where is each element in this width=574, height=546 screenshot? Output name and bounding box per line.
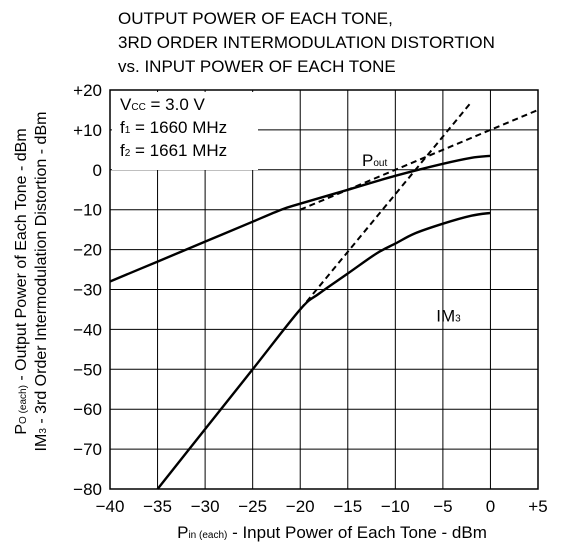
- x-axis-label-text: Pin (each) - Input Power of Each Tone - …: [177, 523, 487, 542]
- y-tick-label: +10: [73, 121, 102, 140]
- plot-frame: [109, 89, 539, 490]
- x-tick-label: 0: [486, 497, 495, 516]
- chart-title: OUTPUT POWER OF EACH TONE, 3RD ORDER INTE…: [118, 9, 495, 76]
- tick-labels: −40 −35 −30 −25 −20 −15 −10 −5 0 +5+20+100−10−20−…: [73, 81, 548, 516]
- condition-text: f2 = 1661 MHz: [120, 141, 227, 160]
- y-tick-label: −50: [73, 360, 102, 379]
- im3-curve: [156, 211, 491, 490]
- y-tick-label: 0: [93, 161, 102, 180]
- chart-title-line: vs. INPUT POWER OF EACH TONE: [118, 57, 396, 76]
- x-tick-label: −35: [143, 497, 172, 516]
- chart-title-line: 3RD ORDER INTERMODULATION DISTORTION: [118, 33, 495, 52]
- pout-label: Pout: [362, 151, 387, 170]
- annotations: VCC = 3.0 V f1 = 1660 MHz f2 = 1661 MHz Pou…: [112, 92, 461, 325]
- y-tick-label: −40: [73, 320, 102, 339]
- x-tick-label: −20: [286, 497, 315, 516]
- x-tick-label: −30: [191, 497, 220, 516]
- y-tick-label: −20: [73, 241, 102, 260]
- conditions-box: [112, 92, 258, 170]
- x-tick-label: +5: [528, 497, 547, 516]
- y-tick-label: −80: [73, 480, 102, 499]
- condition-text: f1 = 1660 MHz: [120, 118, 227, 137]
- x-tick-label: −5: [433, 497, 452, 516]
- im3-extrapolation-line: [299, 101, 473, 311]
- y-axis-label-line: IM3 - 3rd Order Intermodulation Distorti…: [33, 112, 50, 452]
- x-tick-label: −40: [96, 497, 125, 516]
- y-tick-label: −30: [73, 281, 102, 300]
- x-tick-label: −10: [381, 497, 410, 516]
- chart-title-line: OUTPUT POWER OF EACH TONE,: [118, 9, 393, 28]
- pout-extrapolation-line: [299, 109, 539, 211]
- series: [109, 101, 539, 490]
- y-tick-label: −60: [73, 400, 102, 419]
- im3-label: IM3: [436, 306, 461, 325]
- x-axis-label: Pin (each) - Input Power of Each Tone - …: [177, 523, 487, 542]
- y-tick-label: +20: [73, 81, 102, 100]
- y-axis-label-line: PO (each) - Output Power of Each Tone - …: [13, 128, 30, 434]
- y-tick-label: −10: [73, 201, 102, 220]
- y-tick-label: −70: [73, 440, 102, 459]
- x-tick-label: −15: [333, 497, 362, 516]
- pout-curve: [109, 154, 491, 283]
- y-axis-label: PO (each) - Output Power of Each Tone - …: [13, 112, 50, 452]
- x-tick-label: −25: [238, 497, 267, 516]
- condition-text: VCC = 3.0 V: [120, 95, 206, 114]
